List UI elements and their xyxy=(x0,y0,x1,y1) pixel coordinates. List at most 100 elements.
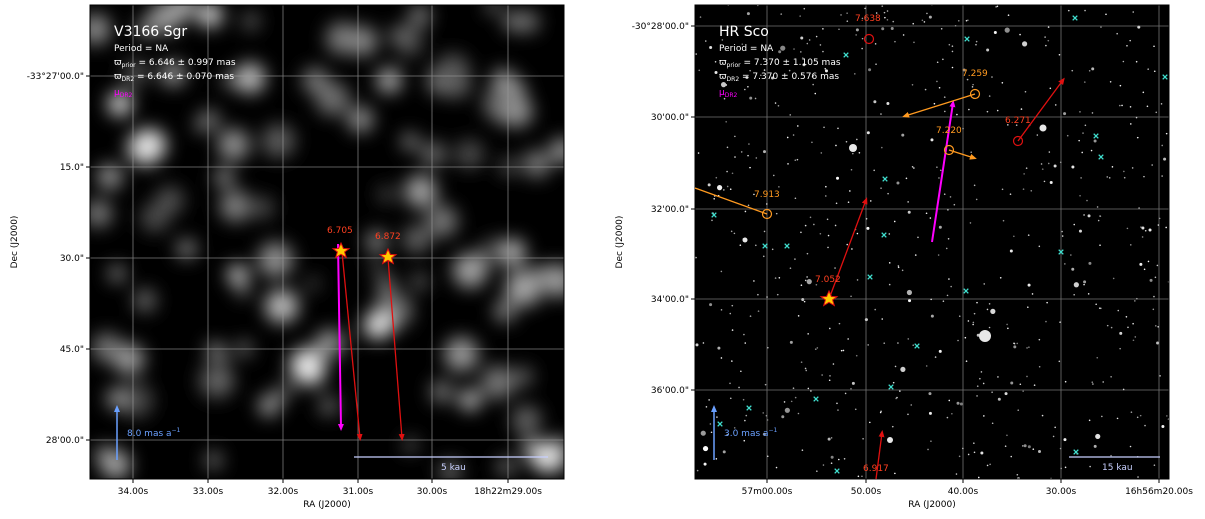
background-star xyxy=(797,125,799,127)
sky-blob xyxy=(410,272,429,291)
background-star xyxy=(816,347,819,349)
background-star xyxy=(699,16,702,18)
background-star xyxy=(838,322,841,325)
background-star xyxy=(988,326,991,329)
panel-title: V3166 Sgr xyxy=(114,24,187,40)
sky-blob xyxy=(214,373,228,387)
background-star xyxy=(1110,454,1112,457)
sky-blob xyxy=(315,331,339,355)
background-star xyxy=(866,131,870,135)
background-star xyxy=(720,82,727,88)
background-star xyxy=(1136,416,1139,419)
sky-blob xyxy=(295,355,325,385)
proper-motion-label: μDR2 xyxy=(114,88,133,99)
background-star xyxy=(830,455,834,459)
background-star xyxy=(881,146,883,149)
background-star xyxy=(1093,444,1097,448)
gaia-source-marker xyxy=(881,232,887,238)
background-star xyxy=(955,473,958,475)
background-star xyxy=(1147,260,1150,263)
background-star xyxy=(704,40,707,42)
x-axis-label: RA (J2000) xyxy=(303,500,351,510)
background-star xyxy=(835,202,838,205)
background-star xyxy=(806,276,808,278)
background-star xyxy=(1007,14,1010,16)
background-star xyxy=(808,39,811,41)
background-star xyxy=(975,40,978,43)
background-star xyxy=(883,342,886,344)
background-star xyxy=(789,267,792,270)
pm-arrow-orange-1 xyxy=(902,93,976,118)
background-star xyxy=(1141,226,1145,230)
background-star xyxy=(888,233,891,235)
scale-bar-label: 5 kau xyxy=(441,463,466,473)
background-star xyxy=(1132,322,1134,325)
background-star xyxy=(979,377,981,380)
background-star xyxy=(917,236,919,239)
sky-blob xyxy=(136,19,155,38)
scale-arrow-label: 3.0 mas a−1 xyxy=(724,427,778,439)
parallax-prior: ϖprior = 7.370 ± 1.105 mas xyxy=(719,58,841,69)
background-star xyxy=(747,85,749,88)
background-star xyxy=(1097,219,1100,222)
background-star xyxy=(979,330,991,342)
pm-arrow-orange-3 xyxy=(694,187,768,215)
background-star xyxy=(733,232,736,235)
background-star xyxy=(1156,341,1160,345)
background-star xyxy=(925,212,928,215)
background-star xyxy=(1022,188,1025,190)
background-star xyxy=(774,102,777,104)
background-star xyxy=(925,365,928,367)
sky-blob xyxy=(511,405,542,435)
background-star xyxy=(1118,104,1121,107)
background-star xyxy=(1126,227,1129,230)
background-star xyxy=(797,315,800,317)
background-star xyxy=(1023,173,1025,175)
background-star xyxy=(1154,325,1157,327)
mag-label: 7.638 xyxy=(855,14,881,24)
pm-arrow-red-2 xyxy=(387,257,405,441)
gaia-source-marker xyxy=(784,243,790,249)
background-star xyxy=(1116,32,1118,35)
background-star xyxy=(1117,309,1120,312)
background-star xyxy=(988,303,991,305)
background-star xyxy=(842,349,845,352)
background-star xyxy=(901,133,905,137)
x-tick-label: 32.00s xyxy=(268,487,299,497)
background-star xyxy=(899,390,901,392)
background-star xyxy=(820,152,823,154)
background-star xyxy=(762,412,765,414)
sky-blob xyxy=(402,225,431,254)
background-star xyxy=(990,308,996,314)
mag-label: 6.271 xyxy=(1005,116,1031,126)
sky-blob xyxy=(403,438,418,452)
panel-hr-sco: HR Sco Period = NA ϖprior = 7.370 ± 1.10… xyxy=(615,4,1193,510)
background-star xyxy=(861,475,863,478)
background-star xyxy=(986,464,989,467)
gaia-source-marker xyxy=(1162,74,1168,80)
background-star xyxy=(702,445,709,452)
background-star xyxy=(1086,199,1088,202)
background-star xyxy=(723,97,726,100)
background-star xyxy=(1101,415,1103,418)
background-star xyxy=(1096,356,1099,359)
scale-bar-label: 15 kau xyxy=(1102,463,1133,473)
sky-blob xyxy=(454,139,485,169)
background-star xyxy=(926,12,928,15)
background-star xyxy=(951,50,954,53)
background-star xyxy=(824,67,827,70)
background-star xyxy=(763,230,766,233)
background-star xyxy=(707,183,711,187)
background-star xyxy=(888,283,891,286)
background-star xyxy=(996,109,999,112)
background-star xyxy=(856,232,859,235)
background-star xyxy=(968,108,970,111)
background-star xyxy=(861,37,864,40)
background-star xyxy=(1071,165,1075,169)
background-star xyxy=(958,315,961,317)
background-star xyxy=(1071,69,1074,72)
background-star xyxy=(880,113,882,115)
background-star xyxy=(1084,9,1086,12)
background-star xyxy=(1027,234,1030,236)
